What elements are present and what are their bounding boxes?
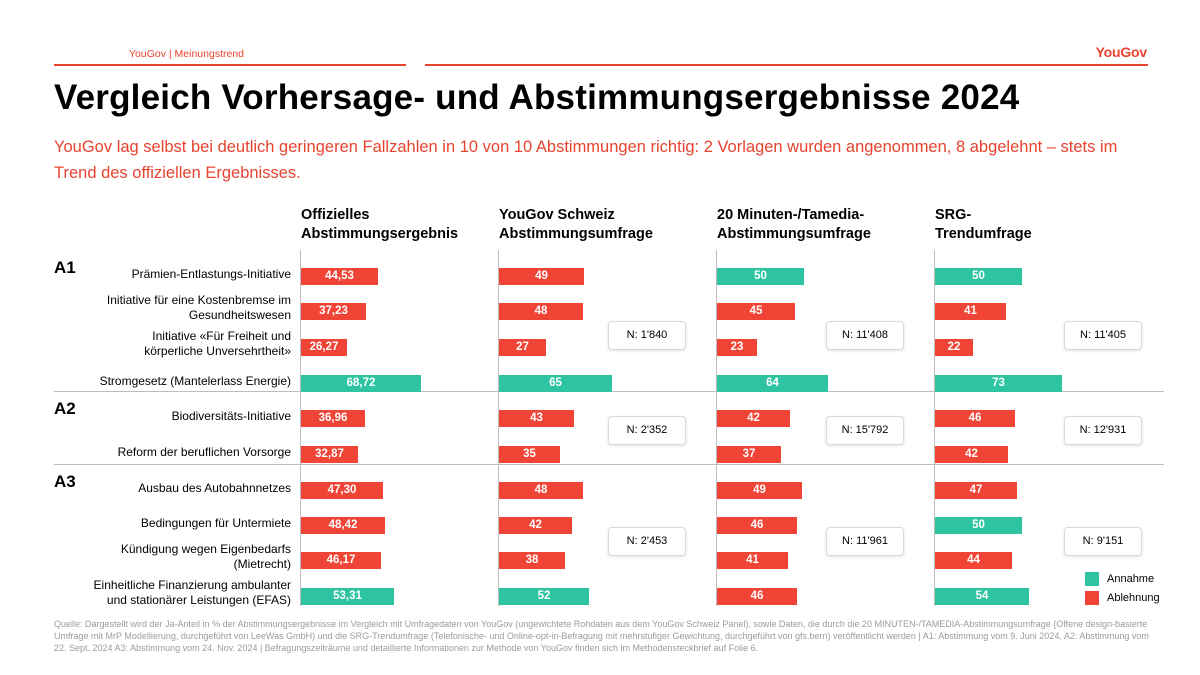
sample-size-badge: N: 11'408	[826, 321, 904, 350]
bar-annahme: 52	[499, 588, 589, 605]
bar-annahme: 54	[935, 588, 1029, 605]
bar-ablehnung: 47,30	[301, 482, 383, 499]
header-section-label: YouGov | Meinungstrend	[129, 48, 244, 60]
column-axis-line	[934, 250, 935, 606]
sample-size-badge: N: 2'453	[608, 527, 686, 556]
bar-ablehnung: 42	[499, 517, 572, 534]
legend-ablehnung-swatch	[1085, 591, 1099, 606]
row-label: Initiative «Für Freiheit und körperliche…	[144, 329, 291, 358]
bar-annahme: 73	[935, 375, 1062, 392]
bar-ablehnung: 32,87	[301, 446, 358, 463]
column-header-line1: 20 Minuten-/Tamedia-	[717, 207, 865, 223]
column-header-line2: Abstimmungsergebnis	[301, 226, 459, 242]
legend-annahme: Annahme	[1085, 572, 1155, 587]
bar-ablehnung: 48,42	[301, 517, 385, 534]
bar-ablehnung: 23	[717, 339, 757, 356]
bar-ablehnung: 46	[935, 410, 1015, 427]
bar-annahme: 64	[717, 375, 828, 392]
sample-size-badge: N: 2'352	[608, 416, 686, 445]
page-subtitle: YouGov lag selbst bei deutlich geringere…	[54, 138, 1118, 182]
bar-ablehnung: 49	[717, 482, 802, 499]
row-label: Prämien-Entlastungs-Initiative	[131, 267, 291, 281]
bar-ablehnung: 49	[499, 268, 584, 285]
column-header-1: Offizielles Abstimmungsergebnis	[301, 206, 458, 244]
bar-ablehnung: 36,96	[301, 410, 365, 427]
bar-ablehnung: 46,17	[301, 552, 381, 569]
row-label: Biodiversitäts-Initiative	[171, 409, 291, 423]
bar-ablehnung: 45	[717, 303, 795, 320]
row-label: Einheitliche Finanzierung ambulanter und…	[93, 578, 291, 607]
source-note: Quelle: Dargestellt wird der Ja-Anteil i…	[54, 619, 1149, 653]
row-label: Initiative für eine Kostenbremse im Gesu…	[106, 293, 291, 322]
legend-annahme-label: Annahme	[1107, 573, 1155, 585]
bar-annahme: 65	[499, 375, 612, 392]
legend-annahme-swatch	[1085, 572, 1099, 587]
bar-annahme: 50	[935, 517, 1022, 534]
bar-annahme: 68,72	[301, 375, 421, 392]
group-separator	[54, 464, 1164, 465]
row-label: Reform der beruflichen Vorsorge	[117, 445, 291, 459]
sample-size-badge: N: 1'840	[608, 321, 686, 350]
bar-ablehnung: 44	[935, 552, 1012, 569]
column-header-line2: Abstimmungsumfrage	[717, 226, 871, 242]
sample-size-badge: N: 15'792	[826, 416, 904, 445]
sample-size-badge: N: 11'405	[1064, 321, 1142, 350]
sample-size-badge: N: 12'931	[1064, 416, 1142, 445]
bar-ablehnung: 22	[935, 339, 973, 356]
column-header-line1: SRG-	[935, 207, 972, 223]
column-header-3: 20 Minuten-/Tamedia- Abstimmungsumfrage	[717, 206, 871, 244]
bar-ablehnung: 41	[717, 552, 788, 569]
bar-ablehnung: 41	[935, 303, 1006, 320]
bar-ablehnung: 42	[935, 446, 1008, 463]
bar-annahme: 50	[717, 268, 804, 285]
bar-ablehnung: 43	[499, 410, 574, 427]
bar-annahme: 50	[935, 268, 1022, 285]
column-axis-line	[498, 250, 499, 606]
legend-ablehnung-label: Ablehnung	[1107, 592, 1160, 604]
column-axis-line	[716, 250, 717, 606]
column-header-line1: YouGov Schweiz	[499, 207, 615, 223]
header-rule-right	[425, 64, 1148, 66]
bar-ablehnung: 47	[935, 482, 1017, 499]
bar-ablehnung: 35	[499, 446, 560, 463]
bar-ablehnung: 38	[499, 552, 565, 569]
yougov-logo: YouGov	[1095, 44, 1148, 60]
sample-size-badge: N: 11'961	[826, 527, 904, 556]
group-label-a1: A1	[54, 258, 76, 277]
column-header-line1: Offizielles	[301, 207, 370, 223]
bar-annahme: 53,31	[301, 588, 394, 605]
bar-ablehnung: 46	[717, 588, 797, 605]
bar-ablehnung: 48	[499, 303, 583, 320]
bar-ablehnung: 44,53	[301, 268, 378, 285]
row-label: Bedingungen für Untermiete	[140, 516, 291, 530]
bar-ablehnung: 37	[717, 446, 781, 463]
sample-size-badge: N: 9'151	[1064, 527, 1142, 556]
column-header-line2: Abstimmungsumfrage	[499, 226, 653, 242]
page-title: Vergleich Vorhersage- und Abstimmungserg…	[54, 78, 1020, 117]
column-header-2: YouGov Schweiz Abstimmungsumfrage	[499, 206, 653, 244]
group-label-a2: A2	[54, 399, 76, 418]
column-header-line2: Trendumfrage	[935, 226, 1032, 242]
bar-ablehnung: 48	[499, 482, 583, 499]
bar-ablehnung: 37,23	[301, 303, 366, 320]
bar-ablehnung: 26,27	[301, 339, 347, 356]
bar-ablehnung: 46	[717, 517, 797, 534]
row-label: Kündigung wegen Eigenbedarfs (Mietrecht)	[120, 542, 291, 571]
legend-ablehnung: Ablehnung	[1085, 591, 1160, 606]
group-label-a3: A3	[54, 472, 76, 491]
column-axis-line	[300, 250, 301, 606]
row-label: Ausbau des Autobahnnetzes	[138, 481, 291, 495]
bar-ablehnung: 27	[499, 339, 546, 356]
row-label: Stromgesetz (Mantelerlass Energie)	[99, 374, 291, 388]
column-header-4: SRG- Trendumfrage	[935, 206, 1032, 244]
bar-ablehnung: 42	[717, 410, 790, 427]
header-rule-left	[54, 64, 406, 66]
